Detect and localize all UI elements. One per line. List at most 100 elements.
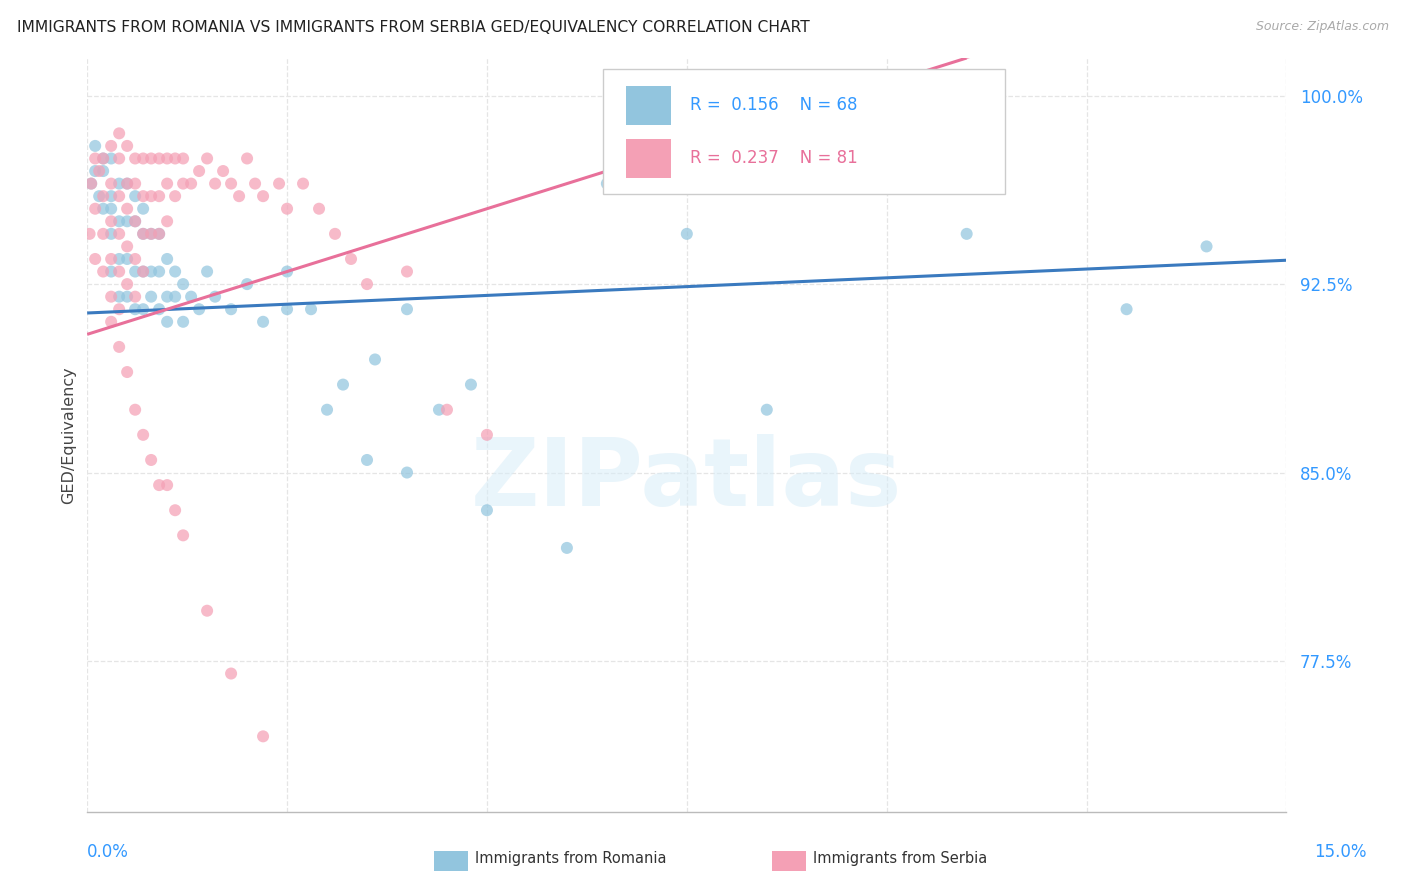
Point [1115,302,1137,317]
Point [132,227,155,241]
Point [292,177,315,191]
Point [395,466,418,480]
Point [100,202,122,216]
Point [115,277,138,291]
Point [308,202,330,216]
Point [555,541,578,555]
Point [252,730,274,744]
Point [115,252,138,266]
Point [212,164,235,178]
Point [427,402,450,417]
Point [132,202,155,216]
Point [219,302,242,317]
Point [148,302,170,317]
FancyBboxPatch shape [626,138,671,178]
Point [84,139,107,153]
Point [115,239,138,253]
Point [108,252,131,266]
Point [124,152,146,166]
Text: 15.0%: 15.0% [1315,843,1367,861]
Point [91,164,114,178]
Point [124,189,146,203]
Point [172,152,194,166]
Point [236,152,259,166]
Point [323,227,346,241]
Point [180,177,202,191]
Point [108,126,131,140]
Point [132,302,155,317]
Point [195,152,218,166]
Point [91,189,114,203]
Point [148,189,170,203]
Point [124,252,146,266]
Point [84,252,107,266]
Point [165,503,187,517]
Point [108,177,131,191]
Point [91,227,114,241]
Point [100,227,122,241]
Point [124,177,146,191]
Point [165,152,187,166]
Point [91,152,114,166]
Point [108,264,131,278]
Point [115,177,138,191]
Point [252,315,274,329]
Point [139,290,162,304]
Point [132,427,155,442]
Point [156,290,179,304]
Point [80,177,103,191]
Point [89,189,111,203]
Point [195,264,218,278]
Point [100,139,122,153]
Text: Immigrants from Romania: Immigrants from Romania [475,851,666,865]
Point [91,152,114,166]
Point [124,302,146,317]
Point [1195,239,1218,253]
Point [236,277,259,291]
Point [108,152,131,166]
Point [156,315,179,329]
Point [124,290,146,304]
Text: ZIPatlas: ZIPatlas [471,434,903,526]
Point [172,277,194,291]
Point [84,152,107,166]
Point [132,264,155,278]
FancyBboxPatch shape [626,86,671,125]
Point [139,264,162,278]
Point [139,152,162,166]
Point [356,277,378,291]
Point [80,177,103,191]
FancyBboxPatch shape [603,70,1005,194]
Point [316,402,339,417]
Point [132,264,155,278]
Point [299,302,322,317]
Point [132,152,155,166]
Point [148,227,170,241]
Point [188,164,211,178]
Point [165,290,187,304]
Point [156,252,179,266]
Point [115,202,138,216]
Point [228,189,250,203]
Point [124,402,146,417]
Point [84,202,107,216]
Point [100,252,122,266]
Point [219,666,242,681]
Point [108,214,131,228]
Point [108,189,131,203]
Point [115,214,138,228]
Point [108,302,131,317]
Point [460,377,482,392]
Text: Source: ZipAtlas.com: Source: ZipAtlas.com [1256,20,1389,33]
Point [139,453,162,467]
Text: 0.0%: 0.0% [87,843,129,861]
Point [188,302,211,317]
Point [204,290,226,304]
Point [596,177,619,191]
Point [124,214,146,228]
Point [356,453,378,467]
Point [115,365,138,379]
Point [91,202,114,216]
Point [276,202,298,216]
Point [172,315,194,329]
